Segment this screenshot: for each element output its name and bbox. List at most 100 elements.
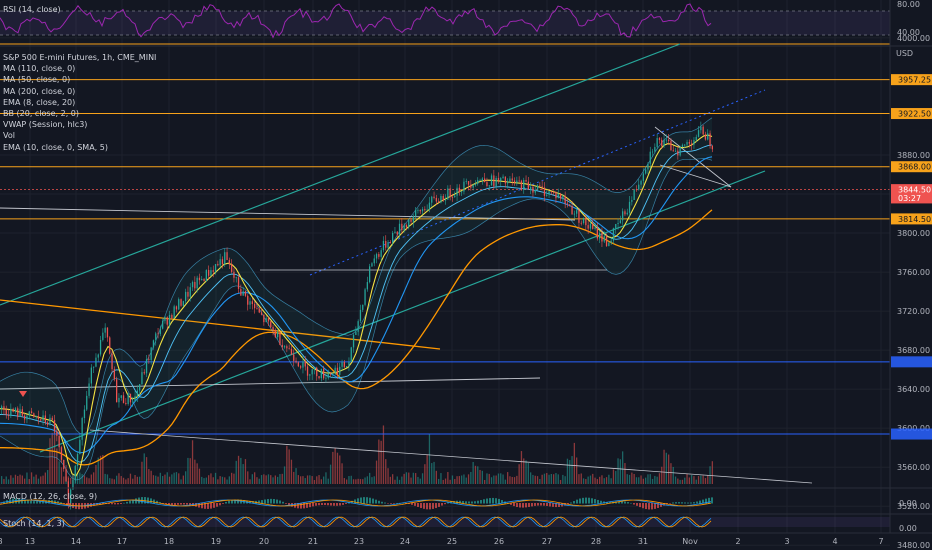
macd-bar bbox=[111, 503, 113, 505]
macd-bar bbox=[699, 500, 701, 504]
volume-bar bbox=[456, 476, 458, 484]
indicator-vwap[interactable]: VWAP (Session, hlc3) bbox=[3, 120, 88, 130]
time-tick-19: 19 bbox=[211, 537, 221, 546]
candle-body bbox=[152, 340, 155, 348]
macd-bar bbox=[705, 498, 707, 504]
candle-body bbox=[332, 373, 334, 375]
volume-bar bbox=[19, 474, 21, 484]
candle-body bbox=[205, 269, 207, 282]
indicator-ma-50[interactable]: MA (50, close, 0) bbox=[3, 75, 71, 85]
candle-body bbox=[244, 291, 247, 296]
volume-bar bbox=[221, 476, 224, 484]
candle-body bbox=[281, 344, 283, 348]
price-axis[interactable]: USD 3480.003520.003560.003600.003640.003… bbox=[889, 0, 932, 550]
macd-bar bbox=[60, 502, 62, 504]
time-tick-3: 3 bbox=[784, 537, 789, 546]
volume-bar bbox=[392, 474, 394, 484]
volume-bar bbox=[458, 476, 460, 484]
candle-body bbox=[343, 361, 345, 368]
macd-bar bbox=[480, 500, 482, 504]
volume-bar bbox=[366, 476, 368, 484]
volume-bar bbox=[578, 474, 580, 484]
candle-body bbox=[615, 223, 617, 229]
candle-body bbox=[33, 413, 35, 417]
macd-bar bbox=[318, 503, 320, 506]
indicator-ma-110[interactable]: MA (110, close, 0) bbox=[3, 64, 76, 74]
indicator-ma-200[interactable]: MA (200, close, 0) bbox=[3, 86, 76, 96]
candle-body bbox=[661, 139, 663, 146]
volume-bar bbox=[208, 475, 210, 484]
volume-bar bbox=[493, 475, 495, 484]
rsi-pane-label[interactable]: RSI (14, close) bbox=[3, 5, 61, 14]
candle-body bbox=[60, 447, 63, 460]
macd-bar bbox=[564, 503, 566, 506]
volume-bar bbox=[49, 438, 51, 484]
candle-body bbox=[168, 314, 171, 325]
volume-bar bbox=[21, 475, 23, 484]
candle-body bbox=[442, 195, 444, 201]
volume-bar bbox=[113, 479, 115, 484]
candle-body bbox=[189, 287, 191, 297]
candle-body bbox=[47, 422, 49, 425]
candle-body bbox=[272, 327, 274, 331]
time-tick-24: 24 bbox=[400, 537, 410, 546]
volume-bar bbox=[235, 460, 237, 484]
candle-body bbox=[484, 178, 486, 183]
volume-bar bbox=[141, 461, 143, 484]
indicator-bollinger-bands[interactable]: BB (20, close, 2, 0) bbox=[3, 109, 79, 119]
volume-bar bbox=[320, 479, 322, 484]
volume-bar bbox=[573, 442, 575, 484]
volume-bar bbox=[684, 477, 686, 484]
volume-bar bbox=[272, 477, 274, 484]
macd-bar bbox=[267, 499, 269, 504]
macd-bar bbox=[33, 501, 35, 504]
volume-bar bbox=[58, 461, 60, 484]
indicator-volume[interactable]: Vol bbox=[3, 131, 15, 141]
time-axis[interactable]: 1314171819202123242526272831Nov23478 bbox=[0, 537, 884, 546]
candle-body bbox=[341, 361, 343, 367]
macd-bar bbox=[702, 499, 704, 504]
macd-bar bbox=[42, 500, 44, 504]
volume-bar bbox=[599, 476, 601, 484]
macd-bar bbox=[435, 503, 437, 509]
macd-bar bbox=[582, 497, 584, 504]
volume-bar bbox=[162, 476, 164, 484]
volume-bar bbox=[532, 474, 534, 484]
stoch-pane-label[interactable]: Stoch (14, 1, 3) bbox=[3, 519, 65, 528]
candle-body bbox=[371, 263, 373, 267]
candle-body bbox=[175, 306, 178, 310]
volume-bar bbox=[580, 473, 582, 484]
candle-body bbox=[444, 199, 447, 201]
macd-tick-zero: 0.00 bbox=[899, 499, 917, 508]
volume-bar bbox=[571, 456, 573, 484]
candle-body bbox=[500, 178, 502, 181]
volume-bar bbox=[182, 475, 184, 484]
volume-bar bbox=[472, 462, 474, 484]
macd-bar bbox=[327, 503, 329, 506]
candle-body bbox=[645, 169, 647, 174]
macd-bar bbox=[429, 503, 431, 510]
time-tick-23: 23 bbox=[354, 537, 364, 546]
candle-body bbox=[642, 173, 644, 181]
candle-body bbox=[410, 219, 412, 222]
macd-pane-label[interactable]: MACD (12, 26, close, 9) bbox=[3, 492, 98, 501]
candle-body bbox=[70, 489, 72, 504]
rsi-band bbox=[0, 11, 890, 35]
instrument-title[interactable]: S&P 500 E-mini Futures, 1h, CME_MINI bbox=[3, 53, 157, 62]
indicator-ema-10-sma[interactable]: EMA (10, close, 0, SMA, 5) bbox=[3, 142, 108, 152]
candle-body bbox=[573, 213, 575, 215]
volume-bar bbox=[516, 475, 518, 484]
macd-bar bbox=[48, 500, 50, 504]
volume-bar bbox=[693, 476, 695, 484]
macd-bar bbox=[675, 502, 677, 504]
macd-bar bbox=[114, 503, 116, 505]
candle-body bbox=[587, 225, 589, 229]
indicator-ema-8[interactable]: EMA (8, close, 20) bbox=[3, 97, 76, 107]
macd-bar bbox=[558, 503, 560, 507]
candle-body bbox=[378, 254, 380, 257]
candle-body bbox=[258, 308, 260, 313]
volume-bar bbox=[249, 479, 251, 484]
macd-bar bbox=[258, 500, 260, 504]
